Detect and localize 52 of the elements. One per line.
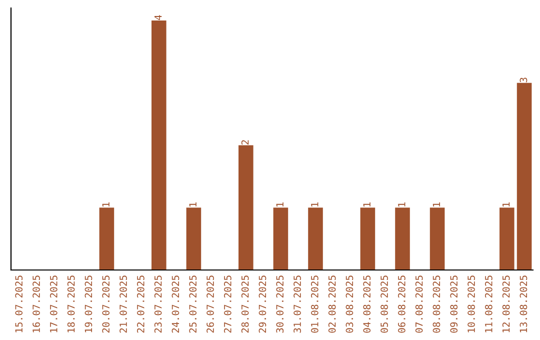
x-tick-label: 22.07.2025 (136, 276, 144, 333)
data-label: 2 (241, 140, 249, 145)
data-label: 1 (311, 202, 318, 206)
data-label: 1 (502, 202, 510, 206)
x-tick-label: 16.07.2025 (32, 276, 40, 332)
data-label: 1 (363, 202, 370, 206)
bar (516, 82, 532, 270)
x-tick-label: 18.07.2025 (67, 276, 75, 332)
x-tick-label: 09.08.2025 (450, 276, 458, 333)
x-tick-label: 25.07.2025 (189, 276, 197, 333)
data-label: 4 (154, 15, 162, 20)
x-tick-label: 11.08.2025 (484, 276, 492, 332)
x-tick-label: 10.08.2025 (468, 276, 475, 332)
x-tick-label: 03.08.2025 (346, 276, 354, 333)
x-tick-label: 02.08.2025 (328, 276, 336, 333)
x-tick-label: 17.07.2025 (50, 276, 58, 332)
x-tick-label: 08.08.2025 (432, 276, 440, 333)
bar (308, 208, 323, 270)
bar (273, 208, 288, 270)
bar (360, 208, 376, 270)
x-tick-label: 12.08.2025 (502, 276, 510, 332)
x-tick-label: 13.08.2025 (520, 276, 528, 332)
x-tick-label: 26.07.2025 (206, 276, 214, 333)
bar (152, 20, 166, 270)
x-tick-label: 07.08.2025 (415, 276, 423, 333)
bar (238, 145, 254, 270)
x-tick-label: 19.07.2025 (84, 276, 92, 332)
data-label: 1 (276, 202, 284, 206)
bar (395, 208, 410, 270)
x-tick-label: 15.07.2025 (15, 276, 23, 332)
x-tick-label: 23.07.2025 (154, 276, 162, 333)
data-label: 1 (398, 202, 406, 206)
bar (186, 208, 202, 270)
x-tick-label: 05.08.2025 (380, 276, 388, 333)
bar (430, 208, 445, 270)
x-tick-label: 21.07.2025 (120, 276, 127, 333)
data-label: 1 (189, 202, 196, 206)
bar (500, 208, 514, 270)
x-tick-label: 20.07.2025 (102, 276, 110, 333)
x-tick-label: 31.07.2025 (294, 276, 301, 333)
x-tick-label: 01.08.2025 (310, 276, 318, 333)
x-tick-label: 29.07.2025 (258, 276, 266, 333)
data-label: 1 (102, 202, 110, 206)
x-tick-label: 06.08.2025 (398, 276, 406, 333)
x-tick-label: 28.07.2025 (241, 276, 249, 333)
x-tick-label: 30.07.2025 (276, 276, 284, 333)
data-label: 1 (432, 202, 440, 206)
x-tick-label: 27.07.2025 (224, 276, 232, 333)
bar (99, 208, 114, 270)
data-label: 3 (520, 78, 528, 82)
x-tick-label: 24.07.2025 (172, 276, 180, 333)
x-tick-label: 04.08.2025 (363, 276, 371, 333)
